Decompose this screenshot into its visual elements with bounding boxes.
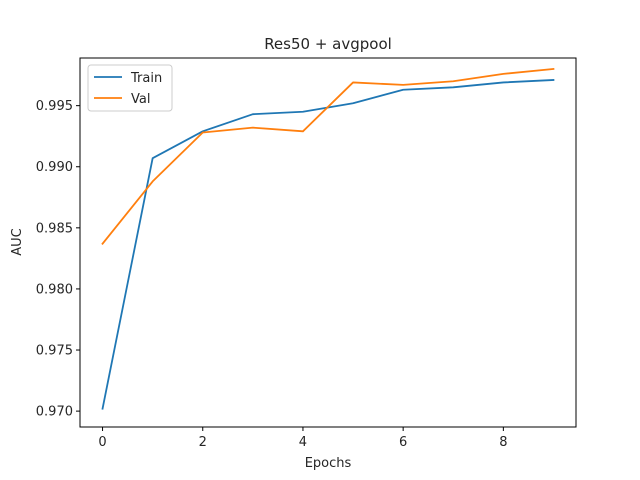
x-tick-label: 4: [299, 435, 307, 450]
y-axis-label: AUC: [10, 228, 25, 256]
legend-label-train: Train: [130, 71, 162, 86]
y-tick-label: 0.980: [36, 282, 73, 297]
y-tick-label: 0.970: [36, 405, 73, 420]
legend-label-val: Val: [131, 92, 150, 107]
y-tick-label: 0.975: [36, 344, 73, 359]
x-axis: 0 2 4 6 8: [98, 427, 507, 450]
legend: Train Val: [87, 64, 173, 112]
x-tick-label: 0: [98, 435, 106, 450]
x-axis-label: Epochs: [305, 456, 352, 471]
series-layer: [101, 68, 555, 410]
y-axis: 0.970 0.975 0.980 0.985 0.990 0.995: [36, 99, 80, 420]
x-tick-label: 2: [199, 435, 207, 450]
series-line-val: [101, 68, 555, 245]
x-tick-label: 6: [399, 435, 407, 450]
y-tick-label: 0.985: [36, 221, 73, 236]
chart-title: Res50 + avgpool: [264, 35, 392, 53]
y-tick-label: 0.995: [36, 99, 73, 114]
plot-frame: [79, 57, 577, 428]
x-tick-label: 8: [499, 435, 507, 450]
y-tick-label: 0.990: [36, 160, 73, 175]
